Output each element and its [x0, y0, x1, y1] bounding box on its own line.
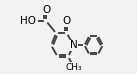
Text: O: O	[63, 16, 71, 26]
Text: O: O	[42, 5, 50, 15]
Text: CH₃: CH₃	[65, 63, 82, 72]
Text: N: N	[70, 40, 78, 50]
Text: HO: HO	[20, 16, 36, 26]
